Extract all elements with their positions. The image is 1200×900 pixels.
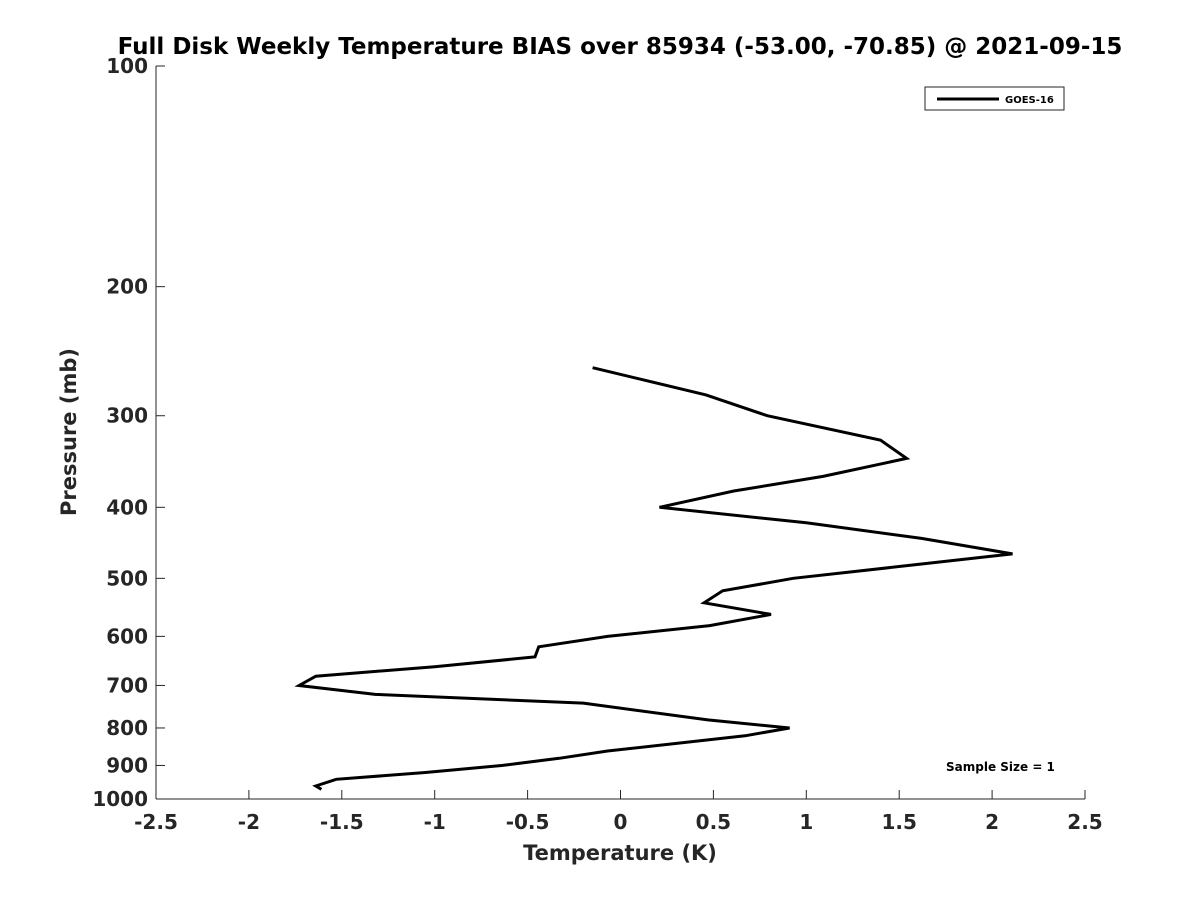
series-layer xyxy=(294,366,1013,791)
x-tick-label: 0.5 xyxy=(696,810,731,834)
legend-label-goes-16: GOES-16 xyxy=(1005,95,1054,106)
y-tick-label: 900 xyxy=(106,753,148,777)
y-tick-label: 1000 xyxy=(92,787,148,811)
y-tick-label: 100 xyxy=(106,54,148,78)
x-tick-label: 2.5 xyxy=(1067,810,1102,834)
y-ticks: 100 200 300 400 500 600 700 800 900 1000 xyxy=(92,54,165,811)
x-tick-label: -0.5 xyxy=(506,810,550,834)
x-tick-label: -2.5 xyxy=(134,810,178,834)
x-tick-label: -2 xyxy=(238,810,260,834)
y-tick-label: 600 xyxy=(106,624,148,648)
series-line-goes-16 xyxy=(294,366,1013,791)
x-tick-label: -1.5 xyxy=(320,810,364,834)
y-tick-label: 300 xyxy=(106,404,148,428)
x-axis-label: Temperature (K) xyxy=(523,841,717,865)
x-tick-label: 1.5 xyxy=(881,810,916,834)
legend: GOES-16 xyxy=(924,86,1065,111)
y-tick-label: 800 xyxy=(106,716,148,740)
x-tick-label: -1 xyxy=(424,810,446,834)
x-ticks: -2.5 -2 -1.5 -1 -0.5 0 0.5 1 1.5 2 2.5 xyxy=(134,790,1103,834)
plot-area xyxy=(156,66,1085,799)
y-tick-label: 400 xyxy=(106,495,148,519)
y-tick-label: 200 xyxy=(106,275,148,299)
y-tick-label: 700 xyxy=(106,673,148,697)
y-axis-label: Pressure (mb) xyxy=(57,348,81,516)
sample-size-annotation: Sample Size = 1 xyxy=(946,760,1055,774)
x-tick-label: 0 xyxy=(614,810,628,834)
x-tick-label: 2 xyxy=(985,810,999,834)
y-tick-label: 500 xyxy=(106,566,148,590)
x-tick-label: 1 xyxy=(799,810,813,834)
chart-title: Full Disk Weekly Temperature BIAS over 8… xyxy=(118,34,1123,60)
